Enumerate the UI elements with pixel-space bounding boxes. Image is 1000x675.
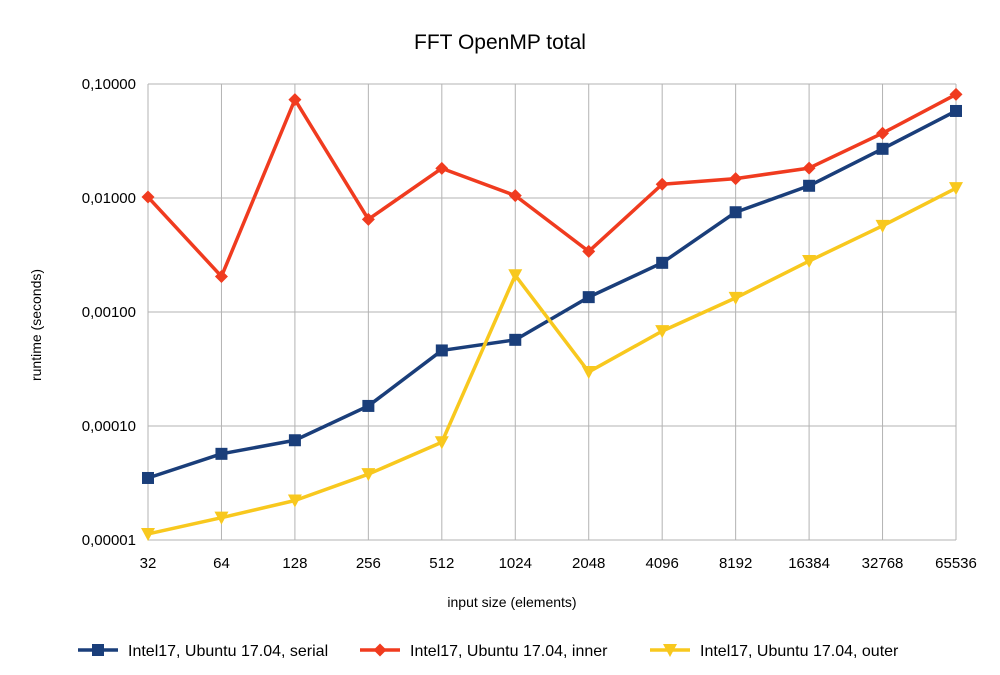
data-point <box>582 244 596 258</box>
legend-marker <box>92 644 104 656</box>
data-point <box>875 219 890 233</box>
data-point <box>949 182 963 196</box>
data-point <box>949 87 963 101</box>
data-point <box>581 365 596 379</box>
data-point <box>655 325 670 339</box>
legend-label: Intel17, Ubuntu 17.04, inner <box>410 643 608 660</box>
x-tick-label: 1024 <box>499 555 532 572</box>
data-point <box>435 161 449 175</box>
legend-item: Intel17, Ubuntu 17.04, outer <box>650 643 899 660</box>
y-axis-label: runtime (seconds) <box>28 269 44 381</box>
data-point <box>287 494 302 508</box>
x-tick-label: 128 <box>282 555 307 572</box>
data-point <box>435 344 448 357</box>
data-point <box>141 190 155 204</box>
data-point <box>876 142 889 155</box>
data-point <box>141 527 155 541</box>
series-2 <box>141 87 963 283</box>
x-tick-label: 32 <box>140 555 157 572</box>
series-line <box>146 92 957 279</box>
series-layer <box>141 87 963 541</box>
data-point <box>361 212 375 226</box>
data-point <box>508 189 522 203</box>
x-tick-label: 2048 <box>572 555 605 572</box>
data-point <box>802 255 817 269</box>
series-1 <box>142 104 962 484</box>
data-point <box>362 399 375 412</box>
data-point <box>288 434 301 447</box>
chart-title: FFT OpenMP total <box>414 31 586 54</box>
legend-item: Intel17, Ubuntu 17.04, serial <box>78 643 328 660</box>
data-point <box>214 269 228 283</box>
x-axis-ticks: 32 64 128 256 512 1024 2048 4096 8192 16384 32768 6… <box>140 555 977 572</box>
data-point <box>582 291 595 304</box>
y-tick-label: 0,00001 <box>82 532 136 549</box>
legend: Intel17, Ubuntu 17.04, serial Intel17, Ub… <box>78 643 899 660</box>
y-tick-label: 0,10000 <box>82 76 136 93</box>
x-tick-label: 256 <box>356 555 381 572</box>
data-point <box>215 447 228 460</box>
data-point <box>950 104 962 117</box>
x-tick-label: 16384 <box>788 555 830 572</box>
series-line <box>147 186 957 536</box>
x-tick-label: 8192 <box>719 555 752 572</box>
y-tick-label: 0,00010 <box>82 418 136 435</box>
x-tick-label: 65536 <box>935 555 977 572</box>
x-tick-label: 32768 <box>862 555 904 572</box>
x-axis-label: input size (elements) <box>447 594 576 610</box>
data-point <box>729 206 742 219</box>
legend-marker <box>663 644 677 657</box>
series-3 <box>141 182 963 541</box>
data-point <box>508 269 523 283</box>
x-tick-label: 4096 <box>645 555 678 572</box>
y-axis-ticks: 0,00001 0,00010 0,00100 0,01000 0,10000 <box>82 76 136 549</box>
data-point <box>288 93 302 107</box>
data-point <box>802 161 816 175</box>
legend-item: Intel17, Ubuntu 17.04, inner <box>360 643 608 660</box>
data-point <box>729 172 743 186</box>
data-point <box>142 471 154 484</box>
data-point <box>434 436 449 450</box>
x-tick-label: 64 <box>213 555 230 572</box>
grid-lines <box>147 83 957 541</box>
series-line <box>147 109 957 480</box>
y-tick-label: 0,01000 <box>82 190 136 207</box>
legend-marker <box>373 643 387 657</box>
data-point <box>876 126 890 140</box>
data-point <box>214 511 229 525</box>
legend-label: Intel17, Ubuntu 17.04, serial <box>128 643 328 660</box>
data-point <box>361 468 376 482</box>
data-point <box>655 177 669 191</box>
y-tick-label: 0,00100 <box>82 304 136 321</box>
data-point <box>509 333 522 346</box>
data-point <box>728 291 743 305</box>
data-point <box>656 256 669 269</box>
legend-label: Intel17, Ubuntu 17.04, outer <box>700 643 899 660</box>
x-tick-label: 512 <box>429 555 454 572</box>
data-point <box>803 179 816 192</box>
